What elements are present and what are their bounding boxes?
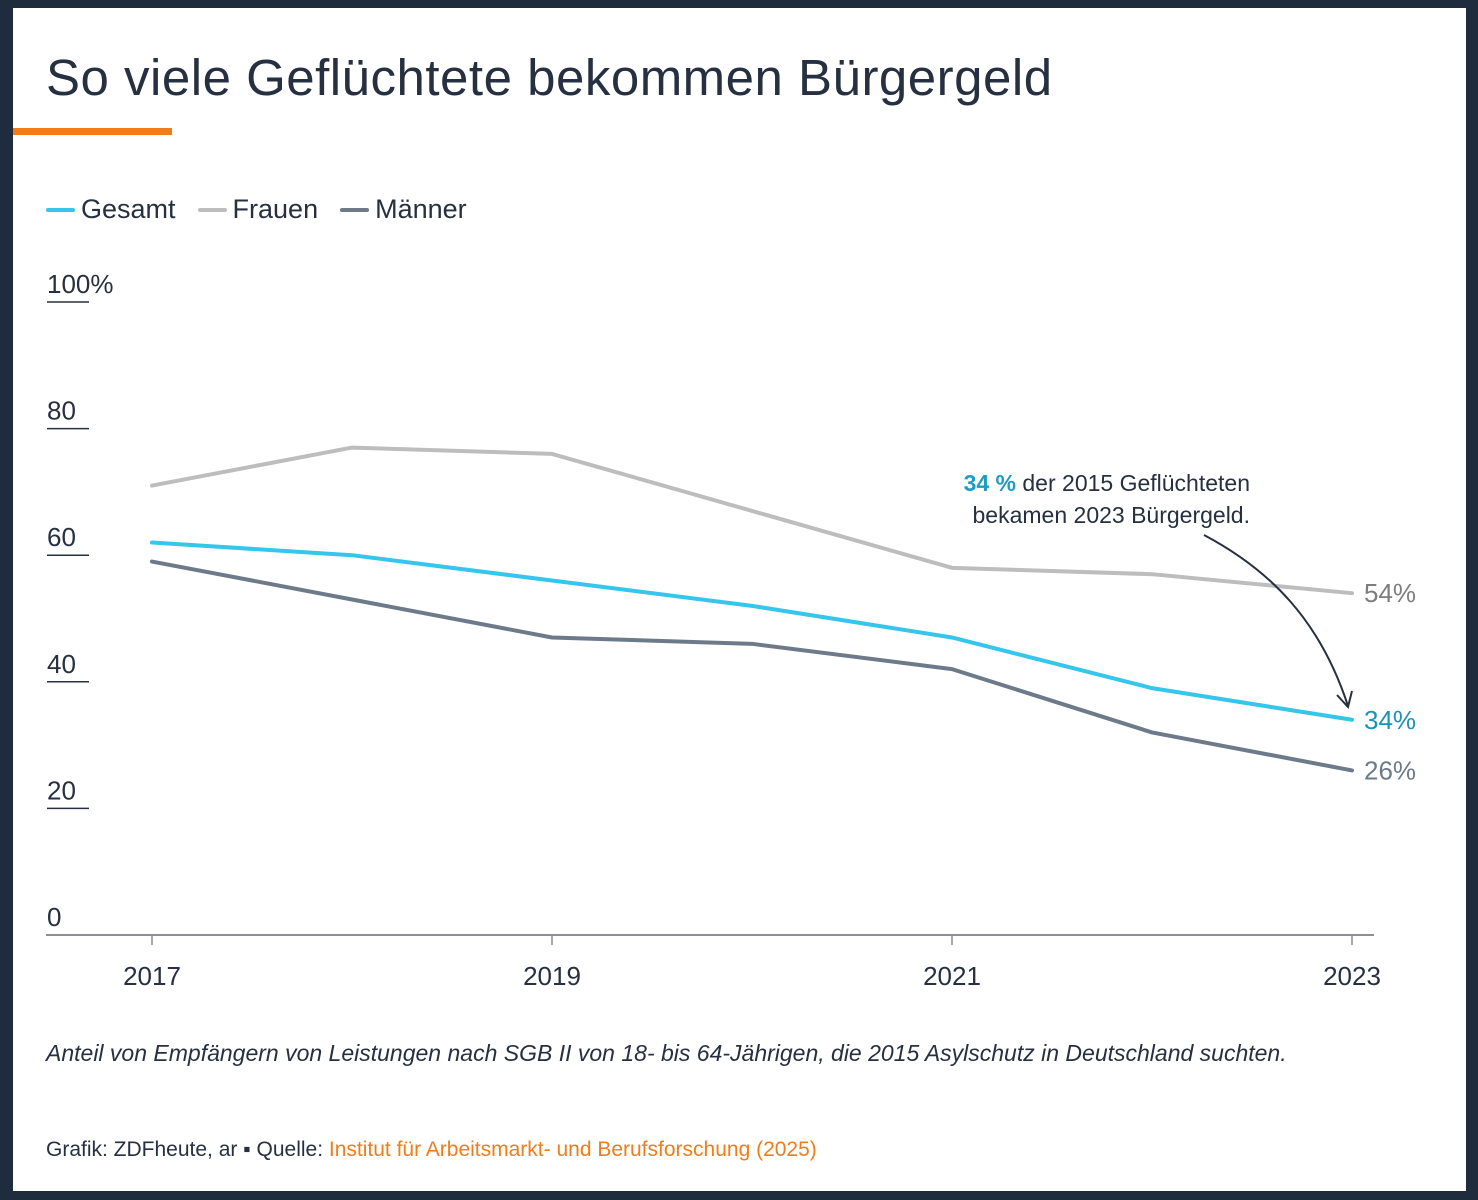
data-point-frauen [1350, 591, 1354, 595]
y-tick-label: 40 [47, 649, 76, 679]
chart-title: So viele Geflüchtete bekommen Bürgergeld [46, 49, 1053, 106]
annotation-highlight: 34 % [964, 470, 1016, 496]
end-labels: 54% 34% 26% [1364, 578, 1416, 785]
data-point-gesamt [550, 579, 554, 583]
y-axis: 100% 80 60 40 20 0 [47, 269, 114, 932]
data-point-maenner [1350, 768, 1354, 772]
data-point-frauen [750, 509, 754, 513]
data-point-maenner [1150, 730, 1154, 734]
source-line: Grafik: ZDFheute, ar ▪ Quelle: Institut … [46, 1138, 817, 1162]
series-line-gesamt [150, 540, 1354, 722]
data-point-gesamt [150, 541, 154, 545]
legend-item-maenner: Männer [340, 194, 467, 225]
legend-label-frauen: Frauen [232, 194, 319, 224]
x-tick-label: 2017 [123, 961, 181, 991]
end-label-frauen: 54% [1364, 578, 1416, 608]
chart-caption: Anteil von Empfängern von Leistungen nac… [46, 1040, 1287, 1066]
data-point-maenner [350, 598, 354, 602]
legend-swatch-frauen [197, 207, 227, 212]
title-accent-bar [13, 128, 172, 135]
y-tick-label: 60 [47, 522, 76, 552]
data-point-gesamt [350, 553, 354, 557]
data-point-gesamt [1150, 686, 1154, 690]
annotation-arrowhead-icon [1336, 690, 1353, 710]
series-line-maenner [150, 559, 1354, 773]
data-point-maenner [750, 642, 754, 646]
source-credit: Grafik: ZDFheute, ar [46, 1138, 238, 1161]
x-tick-label: 2021 [923, 961, 981, 991]
data-point-frauen [950, 566, 954, 570]
legend-label-maenner: Männer [375, 194, 467, 224]
legend-swatch-maenner [340, 207, 370, 212]
annotation-line-1-text: der 2015 Geflüchteten [1016, 470, 1250, 496]
source-label: Quelle: [256, 1138, 329, 1161]
annotation: 34 % der 2015 Geflüchteten bekamen 2023 … [964, 470, 1353, 710]
annotation-line-1: 34 % der 2015 Geflüchteten [964, 470, 1250, 496]
x-tick-label: 2023 [1323, 961, 1381, 991]
legend: Gesamt Frauen Männer [46, 194, 489, 225]
series-lines [150, 445, 1354, 773]
series-line-frauen [150, 445, 1354, 596]
data-point-gesamt [950, 635, 954, 639]
data-point-gesamt [750, 604, 754, 608]
annotation-arrow [1203, 534, 1349, 707]
legend-label-gesamt: Gesamt [81, 194, 176, 224]
data-point-maenner [150, 560, 154, 564]
annotation-line-2: bekamen 2023 Bürgergeld. [973, 502, 1250, 528]
data-point-frauen [550, 452, 554, 456]
chart-card: So viele Geflüchtete bekommen Bürgergeld… [13, 8, 1466, 1191]
source-separator: ▪ [237, 1138, 257, 1161]
y-tick-label: 100% [47, 269, 114, 299]
data-point-frauen [1150, 572, 1154, 576]
legend-item-frauen: Frauen [197, 194, 319, 225]
y-tick-label: 20 [47, 775, 76, 805]
source-link[interactable]: Institut für Arbeitsmarkt- und Berufsfor… [328, 1138, 817, 1161]
data-point-maenner [550, 635, 554, 639]
x-tick-label: 2019 [523, 961, 581, 991]
data-point-frauen [150, 484, 154, 488]
data-point-gesamt [1350, 718, 1354, 722]
data-point-frauen [350, 446, 354, 450]
legend-item-gesamt: Gesamt [46, 194, 176, 225]
end-label-gesamt: 34% [1364, 705, 1416, 735]
x-axis: 2017 2019 2021 2023 [46, 934, 1381, 991]
legend-swatch-gesamt [46, 207, 75, 212]
end-label-maenner: 26% [1364, 755, 1416, 785]
data-point-maenner [950, 667, 954, 671]
y-tick-label: 0 [47, 902, 61, 932]
y-tick-label: 80 [47, 396, 76, 426]
